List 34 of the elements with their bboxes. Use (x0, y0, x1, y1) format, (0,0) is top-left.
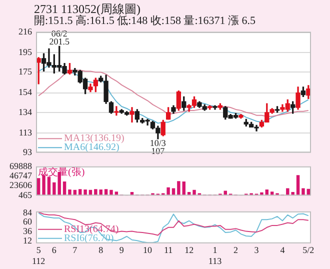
y-tick-label: 465 (18, 190, 32, 200)
x-tick-label: 3 (254, 245, 260, 256)
x-tick-label: 5/2 (302, 245, 314, 256)
x-tick-label: 10 (143, 245, 153, 256)
legend-label: MA6(146.92) (64, 142, 120, 154)
y-tick-label: 93 (23, 146, 32, 157)
x-tick-label: 8 (98, 245, 104, 256)
legend-label: MA13(136.19) (64, 133, 124, 144)
x-tick-label: 11 (164, 245, 173, 256)
x-tick-label: 9 (119, 245, 124, 256)
y-tick-label: 195 (18, 46, 32, 57)
y-tick-label: 84 (23, 207, 32, 218)
y-tick-label: 113 (18, 127, 32, 138)
y-tick-label: 175 (18, 66, 32, 77)
chart-title: 2731 113052(周線圖) (34, 1, 141, 16)
x-tick-label: 6 (52, 245, 57, 256)
x-tick-label: 7 (72, 245, 78, 256)
x-tick-label: 4 (280, 245, 286, 256)
y-tick-label: 12 (23, 235, 32, 246)
y-tick-label: 23606 (10, 180, 32, 190)
y-tick-label: 69888 (10, 160, 32, 171)
y-tick-label: 60 (23, 216, 32, 227)
y-tick-label: 134 (18, 106, 32, 117)
y-tick-label: 46747 (10, 170, 32, 180)
series-label: 成交量(張) (38, 166, 85, 178)
x-tick-label: 12 (184, 245, 194, 256)
x-tick-label: 1 113 (208, 245, 222, 266)
legend-label: RSI6(76.70) (64, 233, 114, 244)
y-tick-label: 154 (18, 87, 32, 98)
x-tick-label: 5 112 (32, 245, 46, 266)
y-tick-label: 36 (23, 226, 32, 236)
x-tick-label: 2 (234, 245, 238, 256)
y-tick-label: 216 (18, 26, 32, 36)
chart-subtitle: 開:151.5 高:161.5 低:148 收:158 量:16371 漲 6.5 (34, 14, 256, 28)
